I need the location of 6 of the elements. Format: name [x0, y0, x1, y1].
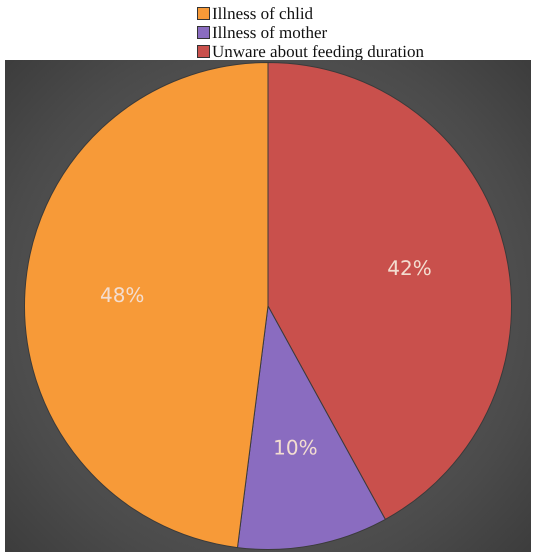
data-label: 42% — [387, 256, 432, 280]
data-label: 48% — [100, 283, 144, 308]
data-label: 10% — [273, 436, 318, 460]
legend-label: Unware about feeding duration — [212, 42, 424, 61]
legend-label: Illness of mother — [212, 23, 328, 42]
legend-label: Illness of chlid — [212, 4, 314, 23]
